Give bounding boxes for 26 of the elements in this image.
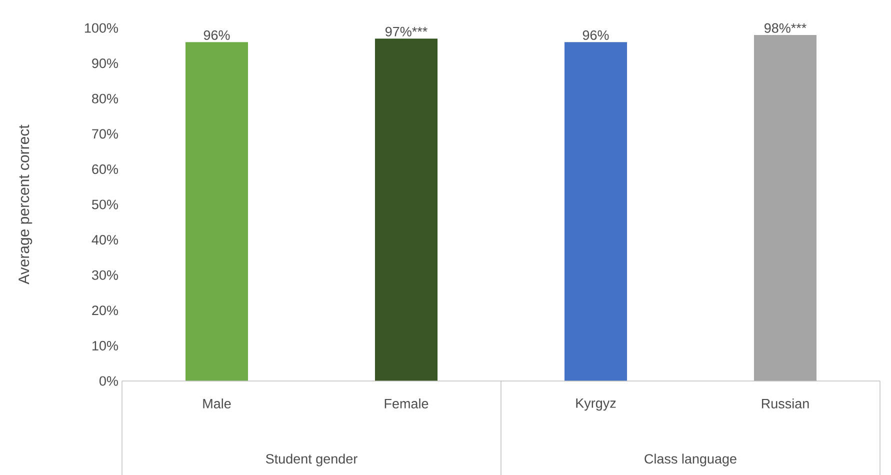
y-tick-label: 20%	[92, 306, 118, 316]
bar	[374, 38, 438, 381]
y-tick-label: 30%	[92, 270, 118, 280]
bar	[185, 42, 248, 381]
text: Student gender	[266, 454, 358, 466]
bar	[754, 35, 817, 381]
y-tick-label: 90%	[92, 58, 118, 68]
y-tick-label: 40%	[92, 235, 118, 245]
y-tick-label: 0%	[100, 376, 118, 386]
x-tick-label: Russian	[762, 398, 809, 408]
y-tick-label: 60%	[92, 164, 118, 174]
x-tick-label: Kyrgyz	[576, 398, 616, 411]
data-label: 96%	[582, 30, 609, 40]
data-label: 97%***	[386, 26, 428, 36]
x-tick-label: Female	[384, 398, 428, 408]
y-tick-label: 70%	[92, 129, 118, 139]
y-axis-title: Average percent correct	[18, 124, 32, 284]
y-tick-label: 80%	[92, 94, 118, 104]
data-label: 96%	[204, 30, 230, 40]
bar	[564, 42, 628, 381]
y-tick-label: 50%	[92, 200, 118, 210]
y-tick-label: 10%	[92, 340, 118, 350]
x-tick-label: Male	[203, 398, 231, 408]
data-label: 98%***	[764, 23, 806, 33]
y-tick-label: 100%	[84, 23, 118, 33]
text: Class language	[644, 454, 736, 466]
